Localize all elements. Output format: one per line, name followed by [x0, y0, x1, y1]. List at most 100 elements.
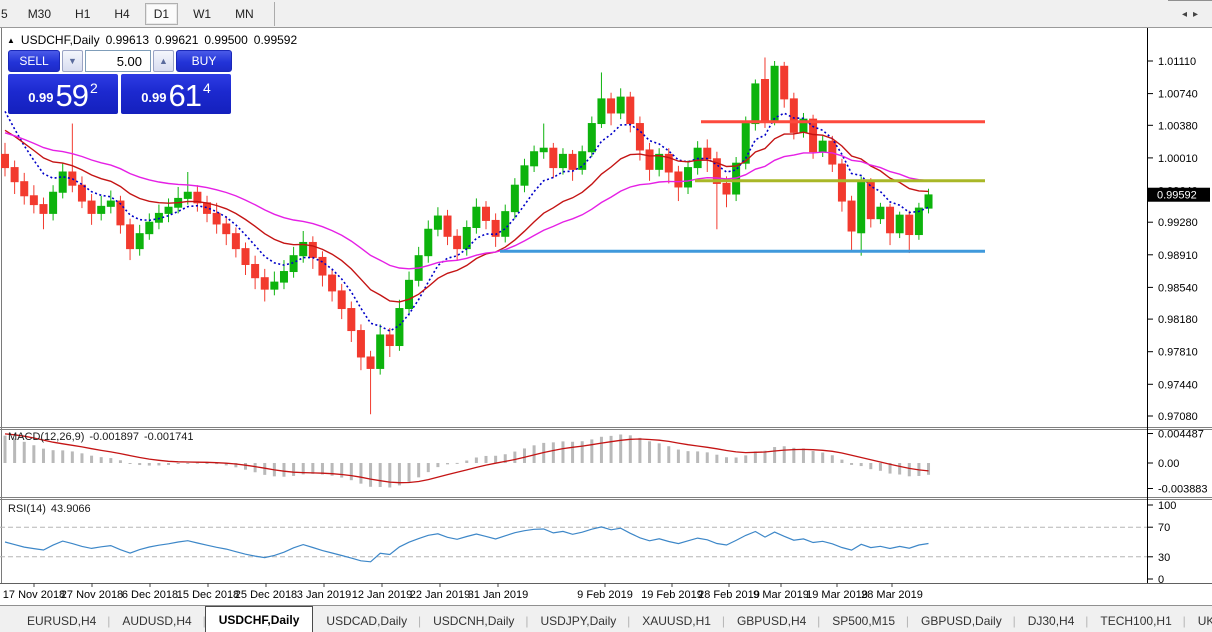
timeframe-button-H4[interactable]: H4: [114, 6, 130, 21]
collapse-triangle-icon[interactable]: ▲: [7, 35, 15, 45]
timeframe-button-D1[interactable]: D1: [144, 2, 179, 25]
buy-price-prefix: 0.99: [141, 90, 167, 105]
timeframe-button-MN[interactable]: MN: [235, 6, 254, 21]
svg-text:28 Mar 2019: 28 Mar 2019: [861, 589, 923, 601]
timeframe-toolbar: 5 M30 H1 H4 D1 W1 MN: [0, 0, 1212, 28]
macd-indicator-label: MACD(12,26,9) -0.001897 -0.001741: [8, 431, 194, 443]
svg-text:0.99280: 0.99280: [1158, 217, 1198, 229]
timeframe-button-M30[interactable]: M30: [27, 6, 52, 21]
candles-layer: [1, 57, 933, 415]
tab-separator: |: [905, 614, 910, 628]
tab-separator: |: [1085, 614, 1089, 628]
svg-text:0.98540: 0.98540: [1158, 282, 1198, 294]
volume-decrease-button[interactable]: ▼: [62, 50, 83, 72]
tab-USDCHF-Daily[interactable]: USDCHF,Daily: [204, 606, 314, 632]
svg-text:0.004487: 0.004487: [1158, 429, 1204, 441]
one-click-trading-panel: SELL ▼ ▲ BUY 0.99 59 2 0.99 61 4: [8, 50, 232, 114]
sell-price-button[interactable]: 0.99 59 2: [8, 74, 118, 114]
ma-fast-line: [4, 111, 929, 332]
quote-close: 0.99592: [253, 33, 298, 47]
svg-text:17 Nov 2018: 17 Nov 2018: [3, 589, 65, 601]
quote-low: 0.99500: [204, 33, 248, 47]
svg-text:0.97810: 0.97810: [1158, 347, 1198, 359]
svg-text:30: 30: [1158, 552, 1170, 564]
macd-value-main: -0.001897: [89, 431, 139, 443]
tab-USDCAD-Daily[interactable]: USDCAD,Daily |: [326, 614, 422, 628]
tab-separator: |: [627, 614, 631, 628]
timeframe-button-W1[interactable]: W1: [193, 6, 212, 21]
sell-price-prefix: 0.99: [28, 90, 54, 105]
tab-UKOil-[interactable]: UKOil,|: [1197, 614, 1212, 628]
tab-separator: |: [1182, 614, 1186, 628]
svg-text:22 Jan 2019: 22 Jan 2019: [410, 589, 471, 601]
svg-text:19 Mar 2019: 19 Mar 2019: [806, 589, 868, 601]
rsi-name: RSI(14): [8, 503, 46, 515]
svg-text:0.98910: 0.98910: [1158, 250, 1198, 262]
svg-text:0.98180: 0.98180: [1158, 314, 1198, 326]
volume-increase-button[interactable]: ▲: [153, 50, 174, 72]
tabs-scroll-left-icon[interactable]: ◂: [1181, 8, 1187, 20]
macd-name: MACD(12,26,9): [8, 431, 85, 443]
svg-text:3 Jan 2019: 3 Jan 2019: [297, 589, 351, 601]
tab-GBPUSD-Daily[interactable]: GBPUSD,Daily |: [921, 614, 1016, 628]
tabs-scroll-right-icon[interactable]: ▸: [1193, 8, 1199, 20]
tab-XAUUSD-H1[interactable]: XAUUSD,H1 |: [642, 614, 725, 628]
rsi-line: [4, 526, 929, 563]
sell-price-pips: 59: [55, 78, 89, 113]
svg-text:12 Jan 2019: 12 Jan 2019: [352, 589, 413, 601]
tab-separator: |: [817, 614, 821, 628]
svg-text:100: 100: [1158, 500, 1176, 512]
macd-histogram: [3, 434, 931, 488]
tab-separator: |: [525, 614, 529, 628]
timeframe-button-H1[interactable]: H1: [75, 6, 91, 21]
tab-TECH100-H1[interactable]: TECH100,H1 |: [1100, 614, 1186, 628]
tab-USDJPY-Daily[interactable]: USDJPY,Daily |: [540, 614, 631, 628]
tab-AUDUSD-H4[interactable]: AUDUSD,H4|: [109, 610, 206, 632]
svg-text:0.00: 0.00: [1158, 458, 1179, 470]
svg-text:9 Mar 2019: 9 Mar 2019: [753, 589, 809, 601]
rsi-indicator-label: RSI(14) 43.9066: [8, 503, 91, 515]
svg-text:1.00010: 1.00010: [1158, 153, 1198, 165]
svg-text:15 Dec 2018: 15 Dec 2018: [177, 589, 239, 601]
ma-slow-line: [4, 132, 929, 270]
svg-text:25 Dec 2018: 25 Dec 2018: [235, 589, 297, 601]
svg-text:31 Jan 2019: 31 Jan 2019: [468, 589, 529, 601]
tab-EURUSD-H4[interactable]: EURUSD,H4 |: [27, 614, 111, 628]
rsi-value: 43.9066: [50, 503, 91, 515]
svg-text:70: 70: [1158, 522, 1170, 534]
macd-value-signal: -0.001741: [143, 431, 194, 443]
quote-high: 0.99621: [155, 33, 199, 47]
buy-price-point: 4: [203, 80, 211, 96]
buy-button[interactable]: BUY: [176, 50, 232, 72]
buy-price-pips: 61: [168, 78, 202, 113]
symbol-label: USDCHF,Daily: [20, 33, 100, 47]
svg-text:27 Nov 2018: 27 Nov 2018: [61, 589, 123, 601]
tab-separator: |: [417, 614, 422, 628]
timeframe-button-5[interactable]: 5: [1, 6, 8, 21]
svg-text:0: 0: [1158, 574, 1164, 586]
svg-text:9 Feb 2019: 9 Feb 2019: [577, 589, 633, 601]
tab-GBPUSD-H4[interactable]: GBPUSD,H4 |: [736, 614, 821, 628]
quote-open: 0.99613: [105, 33, 149, 47]
buy-price-button[interactable]: 0.99 61 4: [121, 74, 231, 114]
tab-scroll-arrows: ◂ ▸: [1168, 0, 1212, 27]
toolbar-divider: [273, 1, 275, 26]
tab-separator: |: [1012, 614, 1016, 628]
tab-USDCNH-Daily[interactable]: USDCNH,Daily |: [433, 614, 529, 628]
svg-text:1.00740: 1.00740: [1158, 89, 1198, 101]
chart-canvas[interactable]: 1.011101.007401.003801.000100.996400.992…: [0, 28, 1212, 605]
price-axis[interactable]: 1.011101.007401.003801.000100.996400.992…: [1148, 56, 1208, 586]
svg-text:0.97440: 0.97440: [1158, 379, 1198, 391]
sell-button[interactable]: SELL: [8, 50, 60, 72]
chart-tabs-bar: EURUSD,H4|AUDUSD,H4|USDCHF,Daily USDCAD,D…: [0, 605, 1212, 632]
window-left-border: [1, 28, 2, 583]
volume-input[interactable]: [85, 50, 151, 72]
tab-separator: |: [203, 614, 206, 628]
svg-text:0.97080: 0.97080: [1158, 411, 1198, 423]
tab-SP500-M15[interactable]: SP500,M15 |: [832, 614, 910, 628]
sell-price-point: 2: [90, 80, 98, 96]
chart-title: ▲ USDCHF,Daily 0.99613 0.99621 0.99500 0…: [7, 33, 297, 47]
tab-DJ30-H4[interactable]: DJ30,H4 |: [1027, 614, 1089, 628]
